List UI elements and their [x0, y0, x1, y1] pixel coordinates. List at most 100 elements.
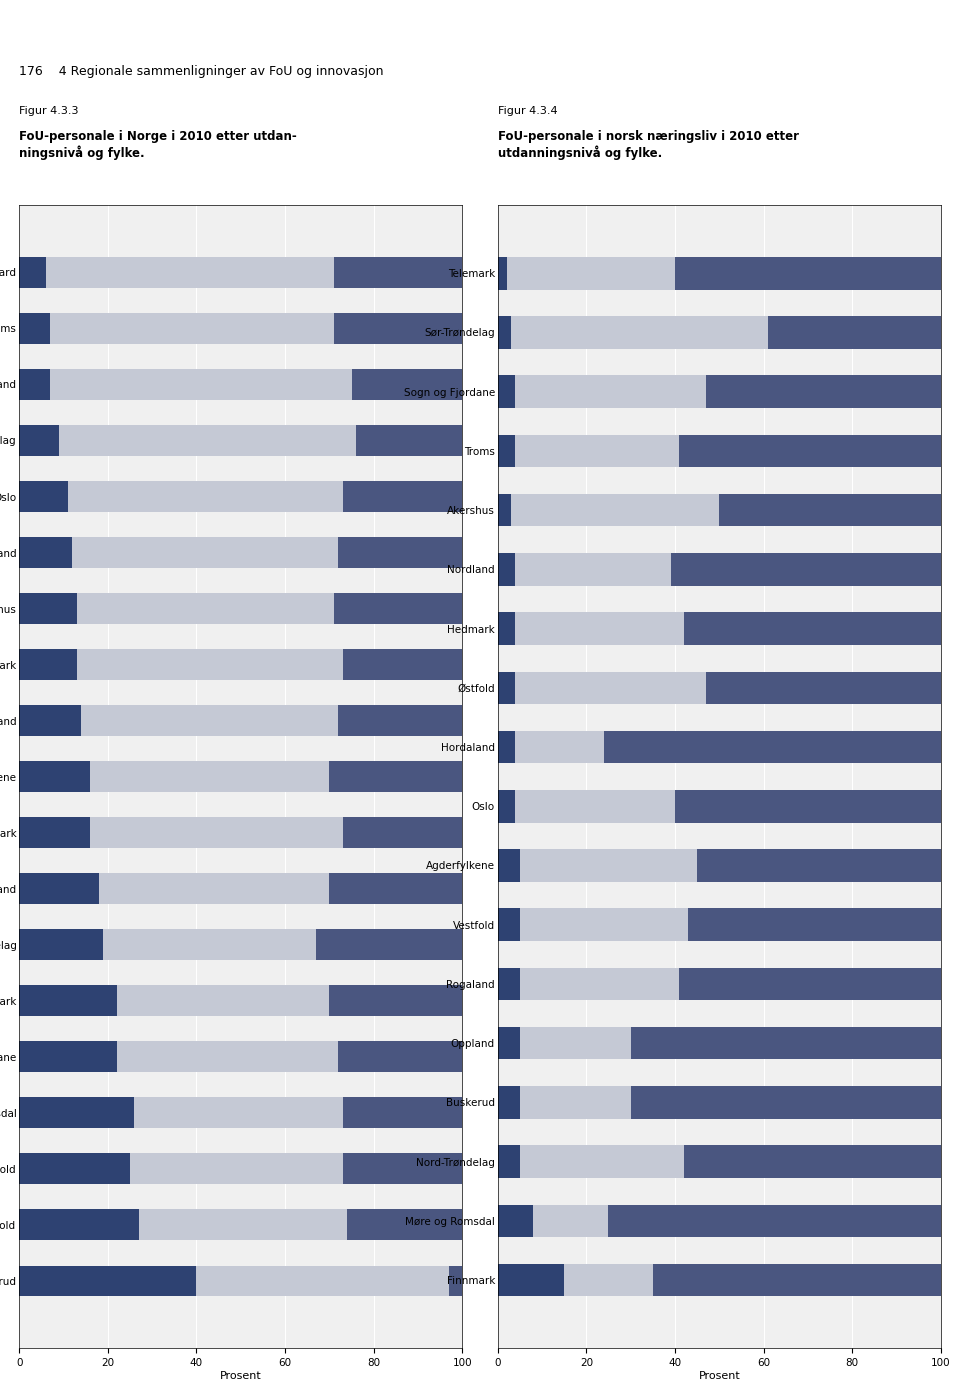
Bar: [516, 731, 604, 763]
Bar: [719, 493, 941, 527]
Bar: [343, 481, 463, 512]
Bar: [338, 1041, 463, 1072]
Bar: [706, 671, 941, 705]
Bar: [520, 1145, 684, 1177]
Bar: [351, 370, 463, 400]
Text: Figur 4.3.3: Figur 4.3.3: [19, 106, 79, 115]
Bar: [117, 986, 329, 1016]
Bar: [82, 705, 338, 737]
Bar: [19, 762, 90, 792]
Bar: [497, 257, 507, 289]
Bar: [77, 594, 334, 624]
Bar: [675, 790, 941, 823]
Bar: [50, 313, 334, 343]
Bar: [449, 1265, 463, 1297]
Bar: [19, 649, 77, 680]
Bar: [631, 1027, 941, 1059]
Bar: [516, 435, 680, 467]
Bar: [19, 425, 60, 456]
Bar: [72, 537, 338, 569]
Bar: [139, 1209, 348, 1240]
Bar: [653, 1264, 941, 1297]
Bar: [19, 370, 50, 400]
Bar: [609, 1205, 941, 1237]
Bar: [680, 435, 941, 467]
Bar: [316, 930, 463, 960]
Bar: [19, 705, 82, 737]
Bar: [768, 316, 941, 349]
Bar: [19, 257, 46, 288]
Bar: [520, 1027, 631, 1059]
Bar: [60, 425, 356, 456]
X-axis label: Prosent: Prosent: [698, 1371, 740, 1380]
Text: FoU-personale i norsk næringsliv i 2010 etter
utdanningsnivå og fylke.: FoU-personale i norsk næringsliv i 2010 …: [497, 129, 799, 160]
Bar: [680, 967, 941, 1001]
Bar: [497, 849, 520, 881]
Bar: [497, 1205, 533, 1237]
Bar: [99, 873, 329, 904]
Bar: [68, 481, 343, 512]
Bar: [334, 257, 463, 288]
Bar: [46, 257, 334, 288]
Bar: [564, 1264, 653, 1297]
Bar: [19, 1154, 130, 1184]
Bar: [516, 790, 675, 823]
Bar: [19, 1098, 134, 1129]
Bar: [511, 316, 768, 349]
Bar: [516, 671, 706, 705]
Bar: [684, 613, 941, 645]
X-axis label: Prosent: Prosent: [220, 1371, 262, 1380]
Bar: [50, 370, 351, 400]
Bar: [688, 909, 941, 941]
Bar: [497, 435, 516, 467]
Bar: [497, 1027, 520, 1059]
Bar: [329, 873, 463, 904]
Bar: [497, 553, 516, 585]
Bar: [497, 909, 520, 941]
Bar: [706, 375, 941, 409]
Bar: [117, 1041, 338, 1072]
Bar: [197, 1265, 449, 1297]
Bar: [334, 313, 463, 343]
Bar: [497, 790, 516, 823]
Bar: [497, 671, 516, 705]
Bar: [19, 1041, 117, 1072]
Bar: [497, 375, 516, 409]
Bar: [520, 849, 697, 881]
Bar: [343, 817, 463, 848]
Bar: [329, 762, 463, 792]
Bar: [516, 553, 670, 585]
Bar: [516, 375, 706, 409]
Bar: [348, 1209, 463, 1240]
Bar: [520, 967, 680, 1001]
Bar: [77, 649, 343, 680]
Bar: [19, 873, 99, 904]
Bar: [497, 1086, 520, 1119]
Bar: [497, 613, 516, 645]
Bar: [19, 930, 104, 960]
Bar: [604, 731, 941, 763]
Bar: [497, 967, 520, 1001]
Bar: [19, 313, 50, 343]
Bar: [19, 537, 72, 569]
Bar: [697, 849, 941, 881]
Bar: [104, 930, 316, 960]
Text: 176    4 Regionale sammenligninger av FoU og innovasjon: 176 4 Regionale sammenligninger av FoU o…: [19, 64, 384, 78]
Bar: [507, 257, 675, 289]
Bar: [497, 493, 511, 527]
Bar: [511, 493, 719, 527]
Bar: [19, 1265, 197, 1297]
Bar: [497, 731, 516, 763]
Bar: [516, 613, 684, 645]
Bar: [520, 1086, 631, 1119]
Bar: [497, 1145, 520, 1177]
Bar: [684, 1145, 941, 1177]
Bar: [90, 762, 329, 792]
Bar: [19, 817, 90, 848]
Bar: [670, 553, 941, 585]
Bar: [19, 481, 68, 512]
Bar: [19, 986, 117, 1016]
Bar: [19, 594, 77, 624]
Bar: [631, 1086, 941, 1119]
Bar: [343, 1098, 463, 1129]
